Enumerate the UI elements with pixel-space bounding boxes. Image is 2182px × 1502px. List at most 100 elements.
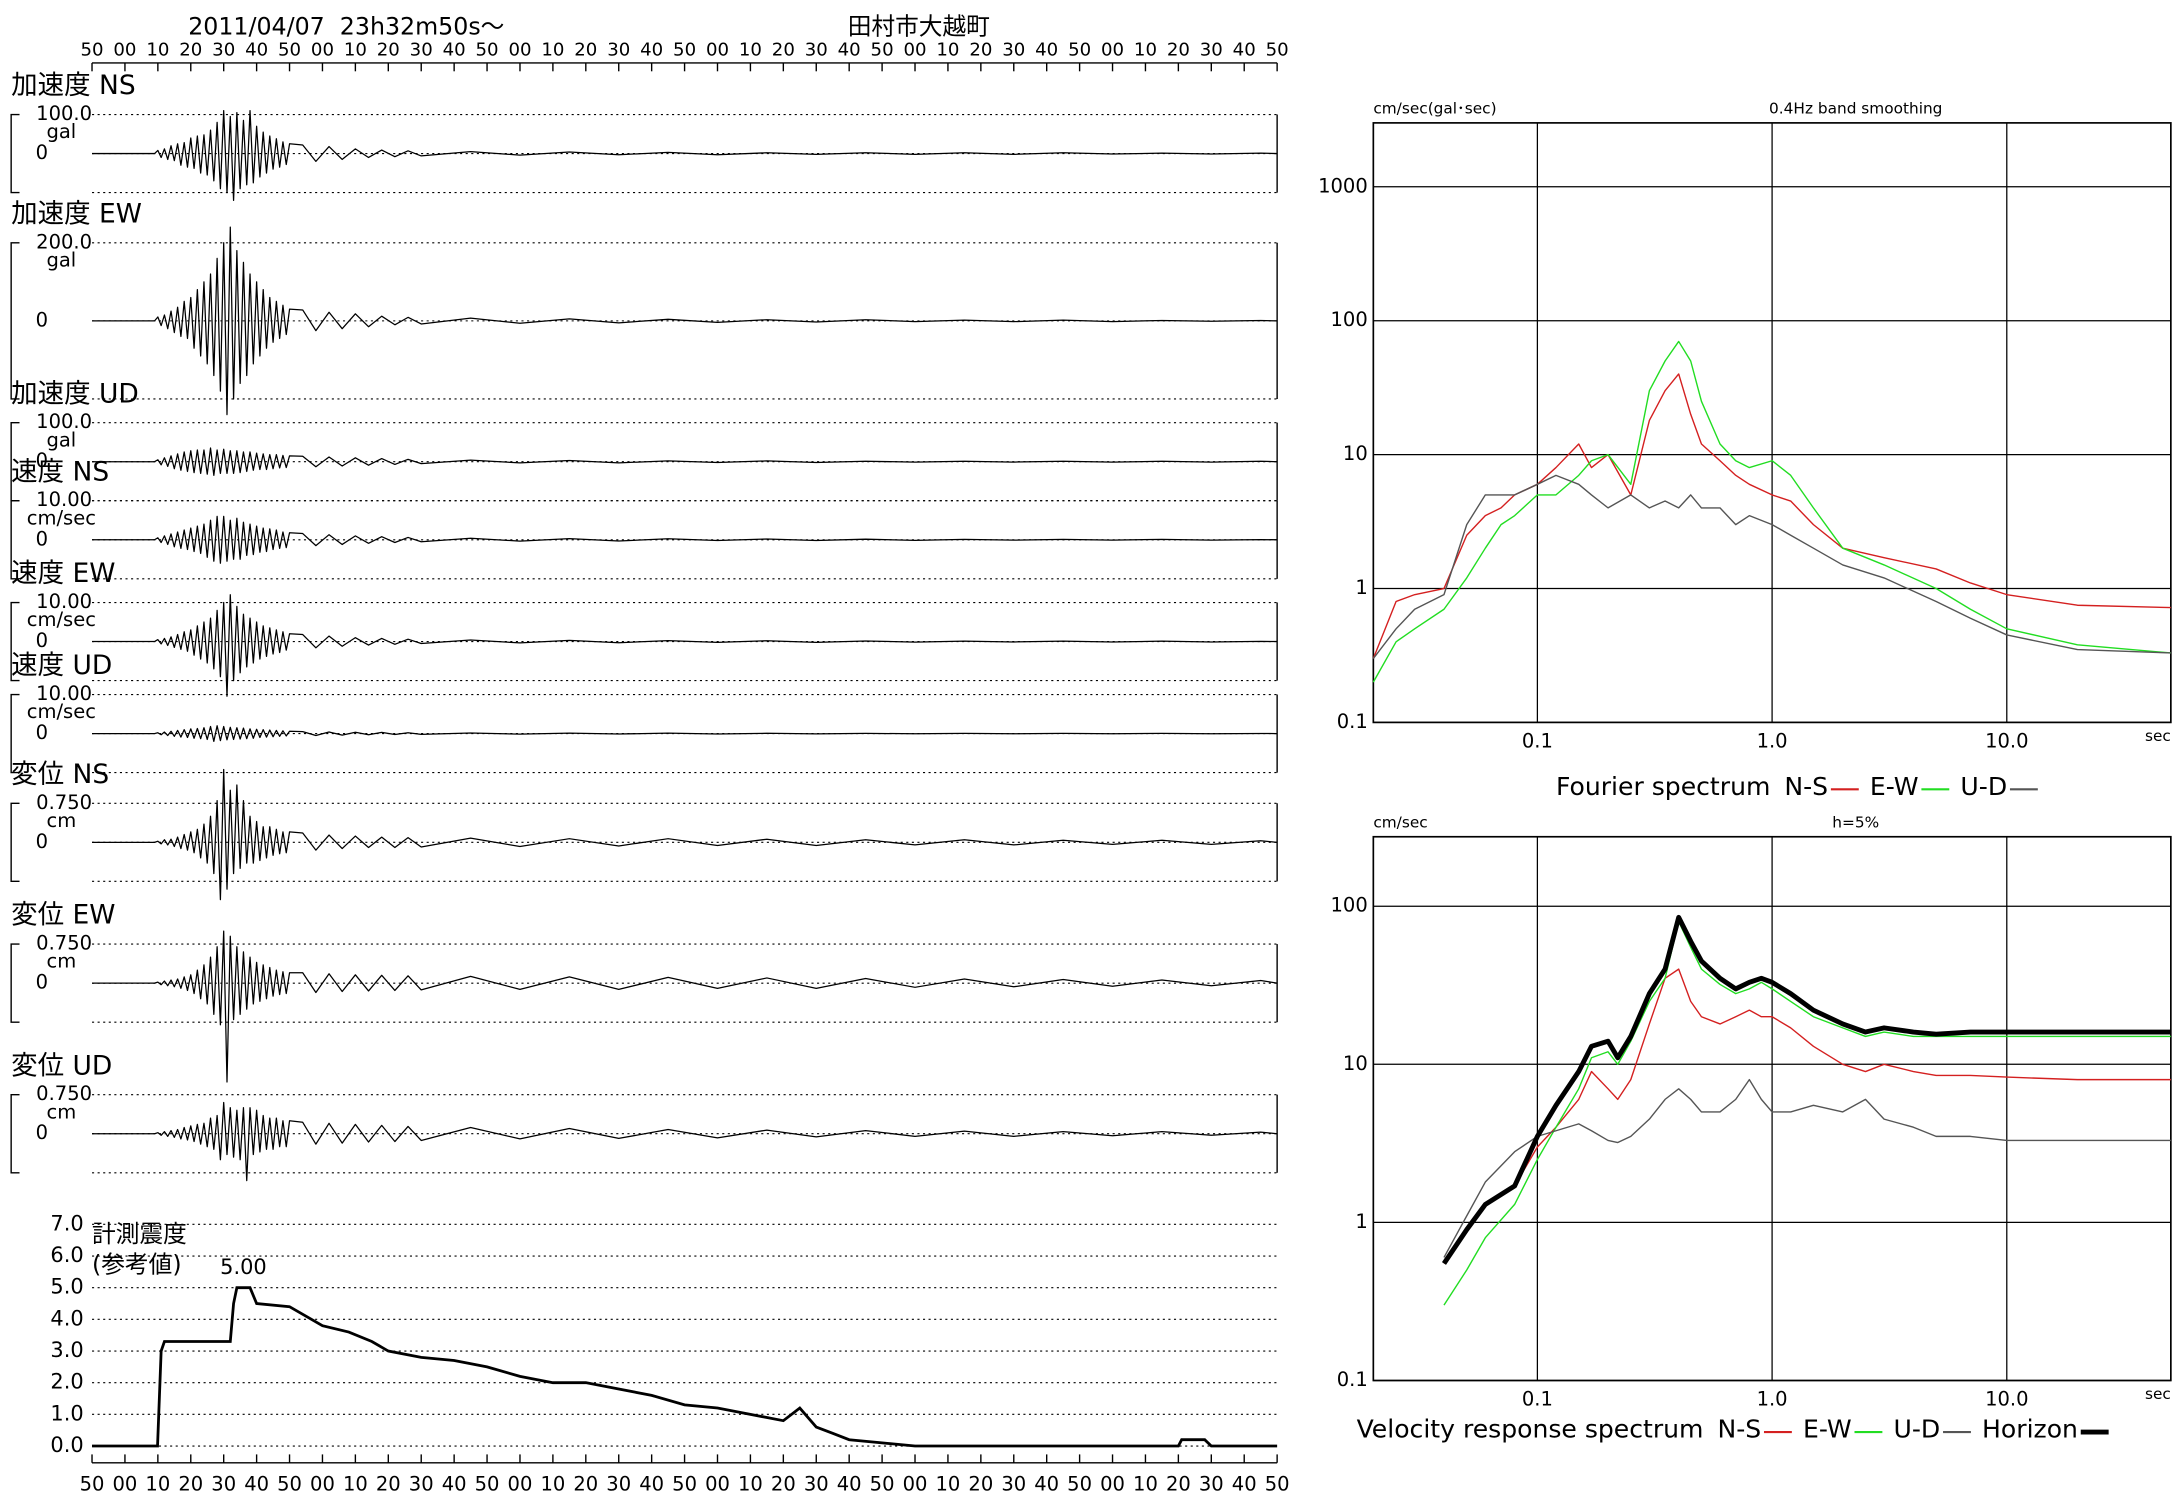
- x-tick-label: 40: [1034, 1473, 1059, 1496]
- x-tick-label: 50: [871, 39, 894, 60]
- y-tick-label: 0: [36, 449, 48, 472]
- x-tick-label: 10: [738, 1473, 763, 1496]
- x-tick-label: 20: [1167, 39, 1190, 60]
- y-tick-label: 0.750: [36, 932, 92, 955]
- unit-label: gal: [46, 248, 76, 271]
- y-tick-label: 100: [1331, 894, 1368, 917]
- x-tick-label: 20: [969, 39, 992, 60]
- y-tick-label: 3.0: [50, 1338, 83, 1362]
- x-tick-label: 50: [475, 1473, 500, 1496]
- y-tick-label: 0: [36, 1121, 48, 1144]
- spectrum-line: [1443, 968, 2171, 1264]
- x-tick-label: 50: [80, 39, 103, 60]
- x-tick-label: 50: [476, 39, 499, 60]
- panel-name: 速度 EW: [11, 558, 115, 589]
- panel-frame: [10, 500, 20, 580]
- x-tick-label: 20: [772, 39, 795, 60]
- panel-frame: [10, 802, 20, 883]
- panel-name: 変位 UD: [11, 1050, 112, 1081]
- peak-label: 5.00: [220, 1255, 267, 1279]
- unit-label: cm: [46, 809, 76, 832]
- panel-name: 速度 NS: [11, 456, 109, 487]
- y-tick-label: 2.0: [50, 1370, 83, 1394]
- x-tick-label: 40: [1233, 39, 1256, 60]
- y-tick-label: 1: [1355, 1210, 1367, 1233]
- x-tick-label: 20: [968, 1473, 993, 1496]
- waveform: [92, 109, 1278, 202]
- x-tick-label: 10: [541, 39, 564, 60]
- y-tick-label: 0: [36, 527, 48, 550]
- x-tick-label: 40: [838, 39, 861, 60]
- x-tick-label: 10: [936, 1473, 961, 1496]
- y-tick-label: 0.750: [36, 791, 92, 814]
- y-tick-label: 0: [36, 971, 48, 994]
- y-tick-label: 0: [36, 830, 48, 853]
- y-tick-label: 1000: [1318, 174, 1368, 197]
- y-axis-label: cm/sec(gal･sec): [1373, 99, 1496, 117]
- waveform: [92, 594, 1278, 697]
- panel-frame: [10, 943, 20, 1023]
- panel-frame: [10, 113, 20, 194]
- panel-frame: [10, 242, 20, 400]
- x-tick-label: 00: [706, 39, 729, 60]
- y-tick-label: 1: [1355, 576, 1367, 599]
- x-tick-label: 20: [574, 39, 597, 60]
- panel-name: 速度 UD: [11, 650, 112, 681]
- x-tick-label: 50: [673, 39, 696, 60]
- panel-name: 変位 NS: [11, 759, 109, 790]
- spectrum-line: [1372, 373, 2171, 659]
- legend-label: Horizon: [1982, 1415, 2078, 1444]
- x-tick-label: 00: [310, 1473, 335, 1496]
- x-tick-label: 00: [903, 39, 926, 60]
- x-tick-label: 10: [145, 1473, 170, 1496]
- x-tick-label: 0.1: [1522, 1388, 1553, 1411]
- waveform: [92, 226, 1278, 416]
- spectrum-line: [1441, 914, 2171, 1265]
- x-tick-label: 40: [442, 1473, 467, 1496]
- x-tick-label: 40: [837, 1473, 862, 1496]
- x-tick-label: 50: [1068, 39, 1091, 60]
- x-tick-label: 20: [376, 1473, 401, 1496]
- x-tick-label: 10: [739, 39, 762, 60]
- x-tick-label: 50: [278, 39, 301, 60]
- y-tick-label: 1.0: [50, 1401, 83, 1425]
- x-tick-label: 10: [146, 39, 169, 60]
- x-tick-label: 30: [212, 39, 235, 60]
- legend-title: Fourier spectrum: [1556, 772, 1770, 801]
- y-tick-label: 100.0: [36, 410, 92, 433]
- station-name: 田村市大越町: [848, 13, 990, 41]
- smoothing-note: h=5%: [1832, 813, 1879, 831]
- y-tick-label: 4.0: [50, 1306, 83, 1330]
- y-tick-label: 200.0: [36, 230, 92, 253]
- y-tick-label: 0.0: [50, 1433, 83, 1457]
- x-tick-label: 10: [936, 39, 959, 60]
- x-tick-label: 10: [343, 1473, 368, 1496]
- y-tick-label: 10: [1343, 442, 1368, 465]
- x-tick-label: 10: [540, 1473, 565, 1496]
- panel-frame: [10, 693, 20, 774]
- x-tick-label: 20: [178, 1473, 203, 1496]
- y-tick-label: 10: [1343, 1052, 1368, 1075]
- panel-name: 加速度 EW: [11, 198, 142, 229]
- y-tick-label: 7.0: [50, 1211, 83, 1235]
- x-tick-label: 30: [804, 1473, 829, 1496]
- waveform: [92, 447, 1278, 476]
- x-tick-label: 50: [1067, 1473, 1092, 1496]
- x-tick-label: 50: [672, 1473, 697, 1496]
- x-tick-label: 00: [903, 1473, 928, 1496]
- y-axis-label: cm/sec: [1373, 813, 1427, 831]
- x-tick-label: 10.0: [1985, 729, 2028, 752]
- waveform: [92, 1101, 1278, 1182]
- x-tick-label: 40: [1035, 39, 1058, 60]
- x-tick-label: 00: [311, 39, 334, 60]
- x-tick-label: 00: [113, 1473, 138, 1496]
- x-tick-label: 20: [179, 39, 202, 60]
- chart-subtitle: (参考値): [92, 1251, 182, 1279]
- unit-label: cm: [46, 1100, 76, 1123]
- x-tick-label: 40: [443, 39, 466, 60]
- x-tick-label: 40: [244, 1473, 269, 1496]
- panel-frame: [10, 1093, 20, 1174]
